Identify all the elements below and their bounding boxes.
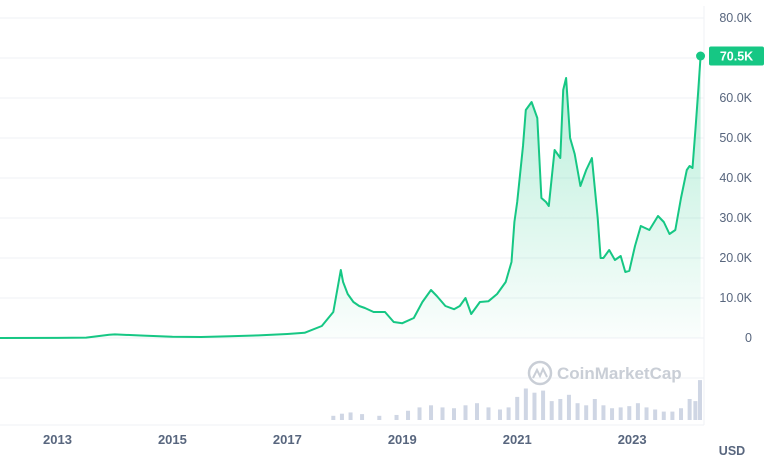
volume-bar <box>644 407 649 420</box>
x-tick-label: 2015 <box>158 432 187 447</box>
y-tick-label: 0 <box>745 331 752 345</box>
volume-bar <box>486 407 491 420</box>
volume-bar <box>440 407 445 420</box>
volume-bar <box>348 412 353 420</box>
volume-bar <box>549 401 554 420</box>
volume-bar <box>429 405 434 420</box>
watermark: CoinMarketCap <box>527 360 682 386</box>
volume-bar <box>377 415 382 420</box>
last-price-label: 70.5K <box>720 50 753 64</box>
gridlines <box>0 6 705 426</box>
volume-bar <box>331 415 336 420</box>
volume-bar <box>610 408 615 420</box>
x-tick-label: 2019 <box>388 432 417 447</box>
y-tick-label: 80.0K <box>719 11 752 25</box>
volume-bar <box>584 405 589 420</box>
volume-bars <box>331 380 702 420</box>
y-tick-label: 50.0K <box>719 131 752 145</box>
volume-bar <box>575 403 580 420</box>
watermark-text: CoinMarketCap <box>557 364 682 383</box>
volume-bar <box>679 408 684 420</box>
coinmarketcap-logo-wave-icon <box>532 366 548 379</box>
volume-bar <box>618 407 623 420</box>
volume-bar <box>339 413 344 420</box>
volume-bar <box>506 407 511 420</box>
volume-bar <box>653 409 658 420</box>
volume-bar <box>463 405 468 420</box>
x-tick-label: 2021 <box>503 432 532 447</box>
x-tick-label: 2017 <box>273 432 302 447</box>
volume-bar <box>417 407 422 420</box>
y-tick-label: 10.0K <box>719 291 752 305</box>
volume-bar <box>687 399 692 420</box>
volume-bar <box>541 390 546 420</box>
volume-bar <box>523 388 528 420</box>
x-axis: 2013 2015 2017 2019 2021 2023 <box>43 432 647 447</box>
y-tick-label: 40.0K <box>719 171 752 185</box>
volume-bar <box>693 401 698 420</box>
volume-bar <box>697 380 702 420</box>
volume-bar <box>558 399 563 420</box>
volume-bar <box>497 409 502 420</box>
last-price-dot <box>696 51 706 61</box>
y-tick-label: 60.0K <box>719 91 752 105</box>
volume-bar <box>360 414 365 420</box>
volume-bar <box>532 392 537 420</box>
volume-bar <box>661 411 666 420</box>
volume-bar <box>452 408 457 420</box>
volume-bar <box>474 403 479 420</box>
last-price-badge-bg <box>709 46 764 66</box>
x-tick-label: 2023 <box>618 432 647 447</box>
volume-bar <box>670 411 675 420</box>
volume-bar <box>592 399 597 420</box>
volume-bar <box>627 406 632 420</box>
volume-bar <box>515 396 520 420</box>
volume-bar <box>635 403 640 420</box>
y-tick-label: 30.0K <box>719 211 752 225</box>
price-line <box>0 55 702 339</box>
volume-bar <box>566 394 571 420</box>
volume-bar <box>406 410 411 420</box>
coinmarketcap-logo-icon <box>527 360 553 386</box>
y-axis: 80.0K 60.0K 50.0K 40.0K 30.0K 20.0K 10.0K 0 <box>719 11 752 345</box>
volume-bar <box>394 414 399 420</box>
y-tick-label: 20.0K <box>719 251 752 265</box>
volume-bar <box>601 405 606 420</box>
currency-label: USD <box>719 444 745 458</box>
last-price-badge: 70.5K <box>709 46 764 66</box>
x-tick-label: 2013 <box>43 432 72 447</box>
